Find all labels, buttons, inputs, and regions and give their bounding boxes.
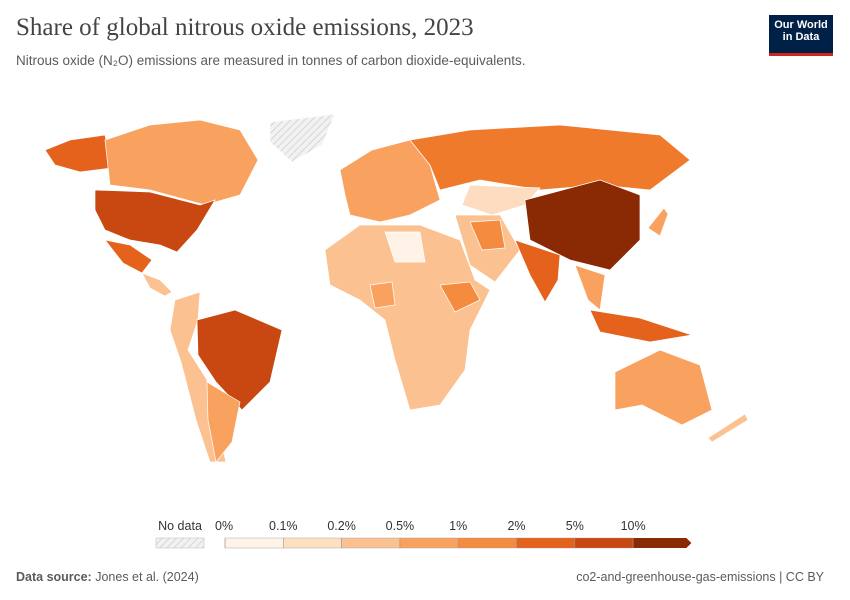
country [44,134,113,173]
logo-line: Our World [774,19,828,31]
legend: No data 0% 0.1% 0.2% 0.5% 1% 2% 5% 10% [155,519,692,549]
subtitle: Nitrous oxide (N₂O) emissions are measur… [16,53,526,68]
country [196,309,283,411]
legend-tick-label: 10% [621,519,646,533]
country [269,113,336,163]
legend-tick-label: 2% [507,519,525,533]
country [574,264,606,311]
legend-tick-label: 1% [449,519,467,533]
title: Share of global nitrous oxide emissions,… [16,14,474,41]
legend-no-data-label: No data [158,519,202,533]
legend-tick-label: 5% [566,519,584,533]
country [141,272,173,297]
footer-right[interactable]: co2-and-greenhouse-gas-emissions | CC BY [576,570,824,584]
legend-tick-label: 0% [215,519,233,533]
country [647,207,669,237]
legend-swatch [633,538,692,548]
source-text[interactable]: Jones et al. (2024) [95,570,199,584]
country [409,124,691,191]
legend-no-data-swatch [155,537,205,549]
country [614,349,713,426]
country [94,189,216,253]
country [524,179,641,271]
legend-swatch [399,537,459,549]
country [369,281,396,309]
source: Data source: Jones et al. (2024) [16,570,199,584]
country [707,413,749,443]
country [104,239,153,274]
countries [44,113,749,463]
country [469,219,506,251]
logo-line: in Data [782,31,820,43]
legend-swatch [574,537,634,549]
country [514,239,561,303]
country [439,281,481,313]
legend-tick-label: 0.5% [386,519,415,533]
country [206,381,241,463]
country [339,139,441,223]
source-label: Data source: [16,570,92,584]
legend-tick-label: 0.1% [269,519,298,533]
legend-swatch [516,537,575,549]
legend-swatch [283,537,342,549]
legend-swatch [458,537,517,549]
country [589,309,693,343]
logo[interactable]: Our World in Data [769,15,833,56]
country [384,231,426,263]
legend-tick-label: 0.2% [327,519,356,533]
country [324,224,491,411]
legend-swatch [341,537,401,549]
country [461,184,541,216]
legend-swatch [224,537,284,549]
country [104,119,259,206]
